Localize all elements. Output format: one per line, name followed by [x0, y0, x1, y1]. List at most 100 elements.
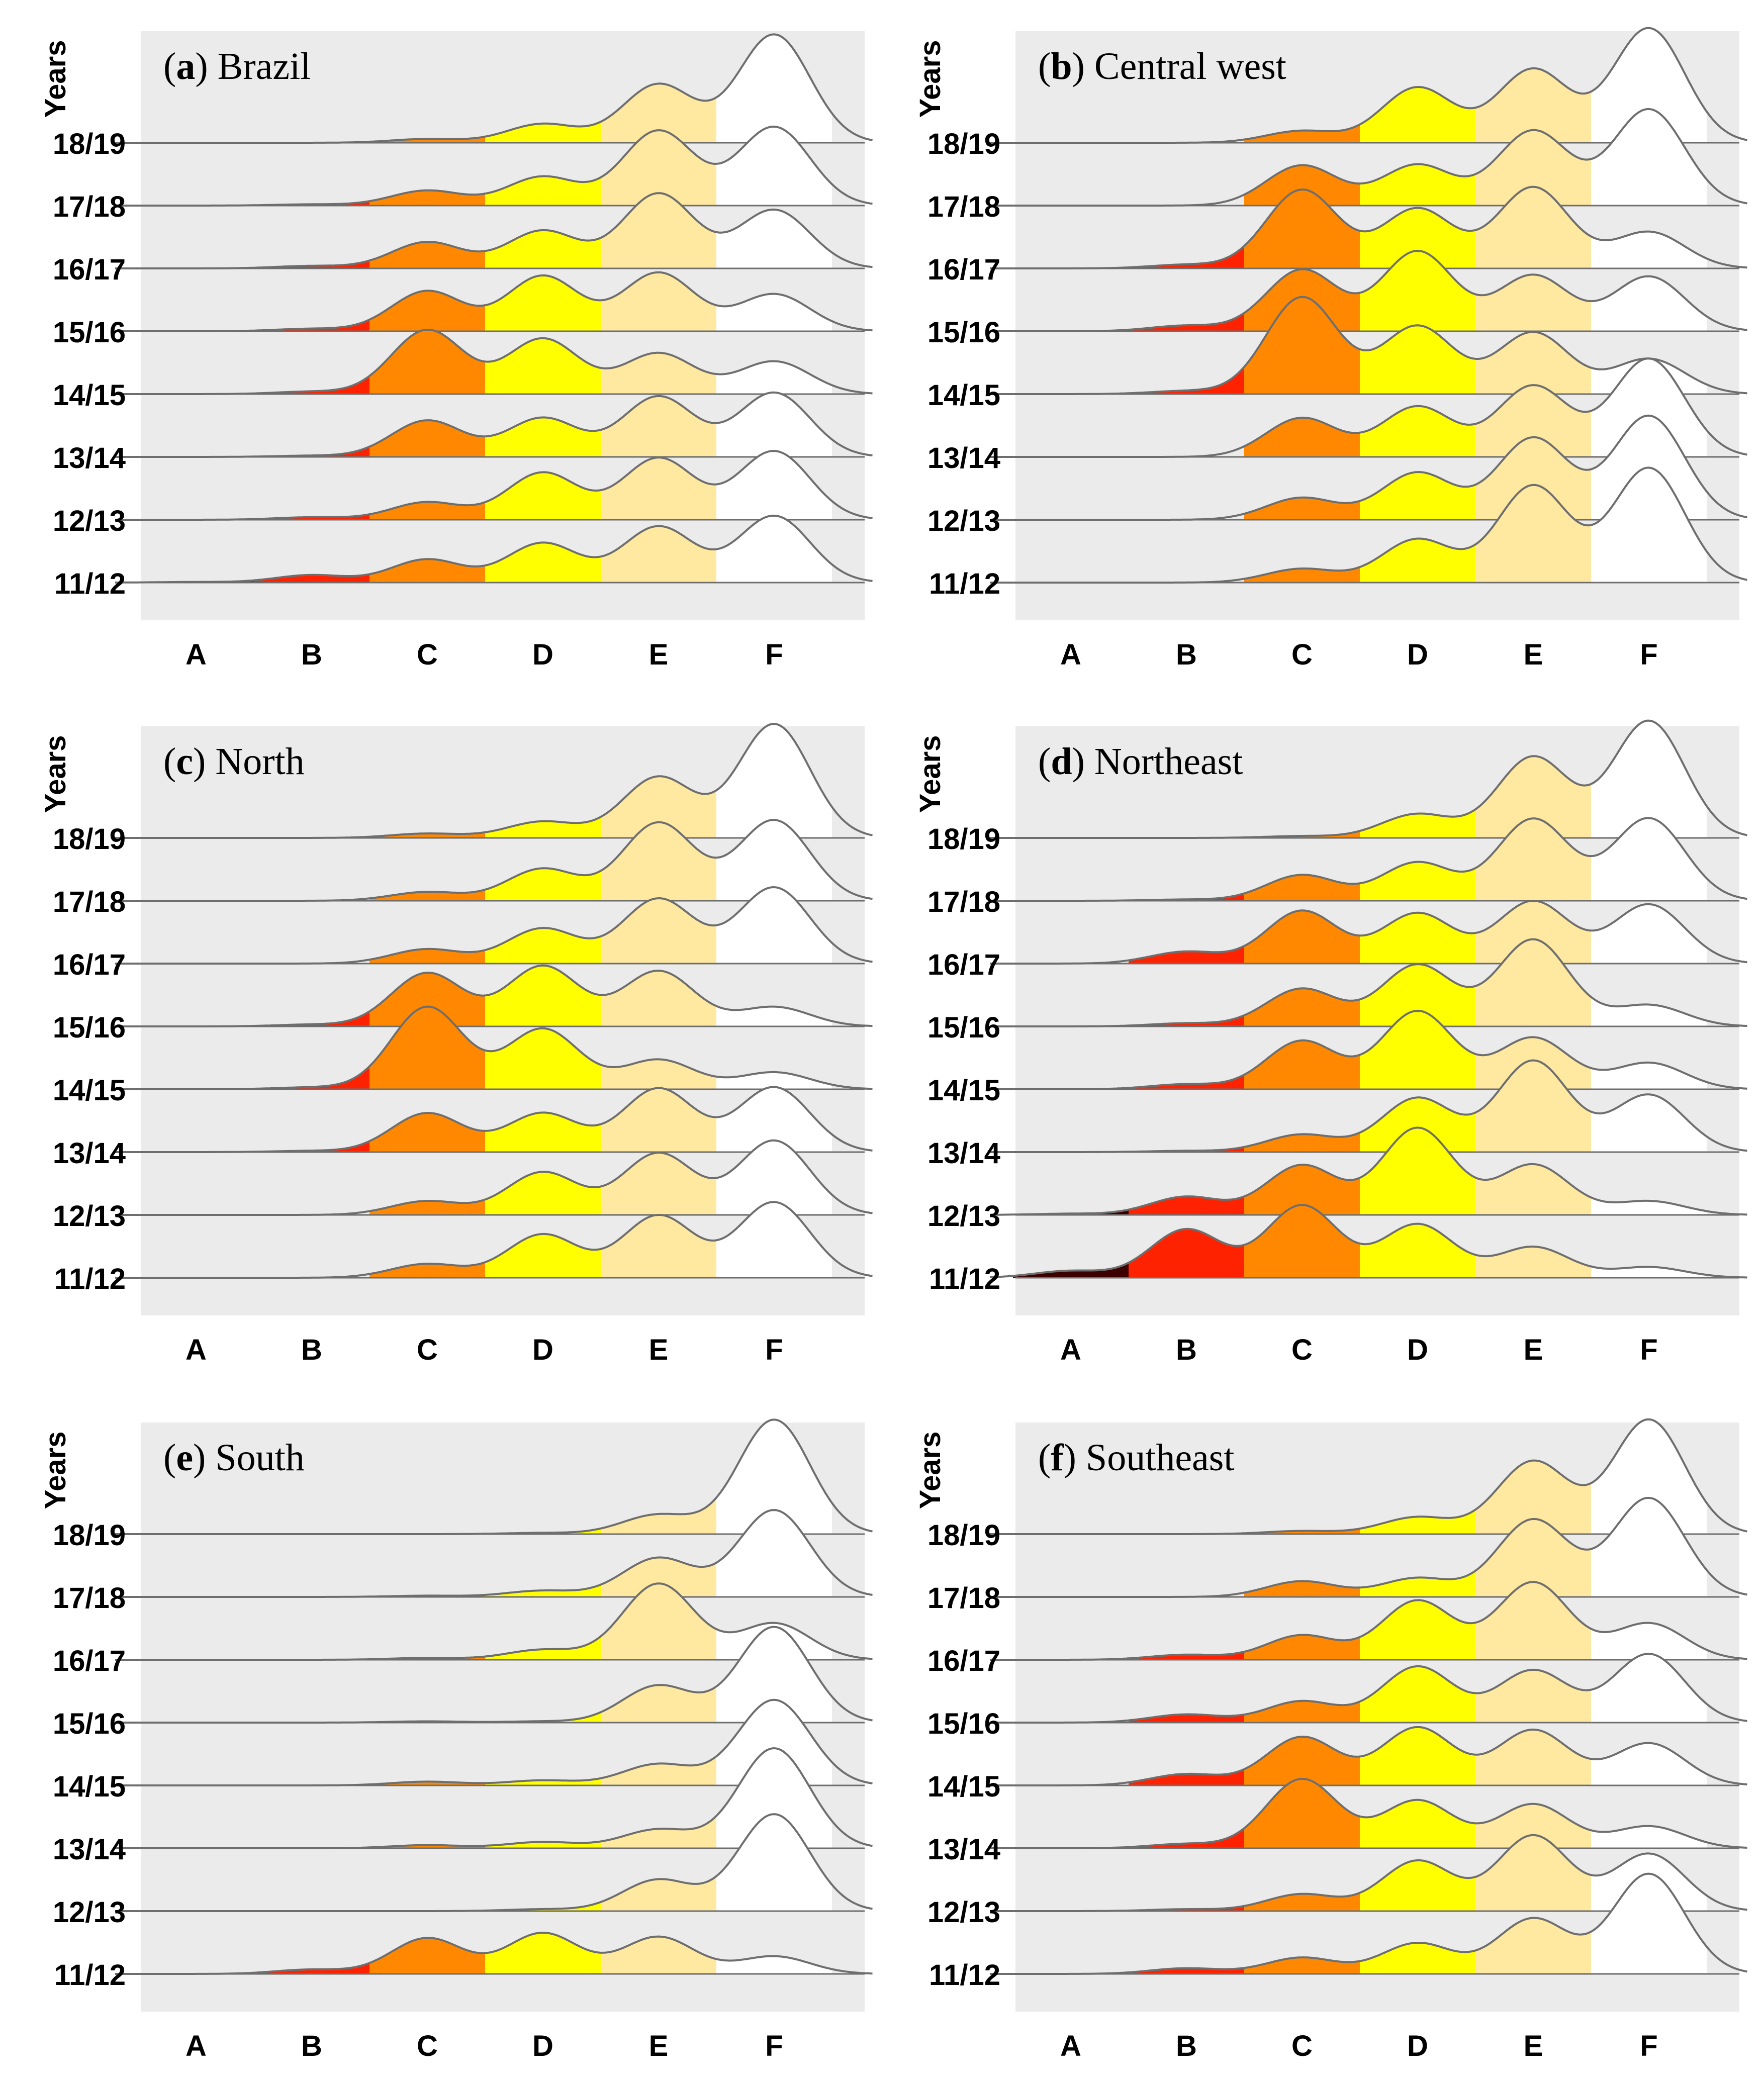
- category-label: A: [185, 638, 207, 671]
- year-label: 15/16: [53, 1708, 126, 1740]
- ridge-17-18: [115, 125, 873, 207]
- category-label: C: [1291, 638, 1313, 671]
- category-label: D: [532, 1334, 553, 1366]
- category-label: F: [765, 2030, 783, 2062]
- ridge-14-15: [115, 1005, 873, 1090]
- category-label: A: [1060, 638, 1081, 671]
- year-label: 11/12: [929, 567, 1000, 600]
- category-label: B: [301, 638, 322, 671]
- ridge-16-17: [990, 1581, 1747, 1661]
- year-label: 11/12: [54, 567, 126, 600]
- year-label: 18/19: [53, 128, 126, 160]
- ridge-fill-F: [716, 1510, 832, 1597]
- ridge-fill-D: [485, 928, 601, 964]
- category-label: B: [1176, 1334, 1197, 1366]
- panel-title: (e) South: [163, 1437, 305, 1479]
- y-axis-title: Years: [39, 735, 72, 813]
- ridge-fill-E: [601, 898, 716, 964]
- year-label: 18/19: [927, 1519, 1000, 1552]
- ridge-fill-B: [1129, 945, 1244, 964]
- ridge-fill-B: [1129, 313, 1244, 331]
- ridge-fill-F: [716, 361, 832, 394]
- ridge-fill-B: [254, 319, 369, 331]
- ridge-16-17: [115, 886, 873, 965]
- year-label: 15/16: [927, 1708, 1000, 1740]
- ridge-fill-D: [485, 472, 601, 520]
- category-label: B: [301, 2030, 322, 2062]
- year-label: 13/14: [927, 442, 1000, 475]
- year-label: 17/18: [53, 191, 126, 223]
- category-label: D: [532, 638, 553, 671]
- ridge-17-18: [115, 819, 873, 902]
- ridge-fill-E: [601, 1583, 716, 1660]
- category-label: E: [1524, 2030, 1543, 2062]
- category-label: F: [765, 638, 783, 671]
- ridge-fill-E: [601, 1557, 716, 1597]
- ridge-fill-E: [601, 1876, 716, 1911]
- ridge-fill-E: [1475, 1460, 1591, 1534]
- ridge-fill-F: [716, 209, 832, 268]
- ridge-fill-D: [1360, 538, 1475, 583]
- ridge-fill-D: [1360, 1943, 1475, 1974]
- ridge-outline: [989, 1204, 1747, 1279]
- ridge-15-16: [990, 249, 1747, 332]
- year-label: 14/15: [927, 1770, 1000, 1803]
- ridge-fill-C: [1244, 1165, 1360, 1215]
- category-label: F: [765, 1334, 783, 1366]
- panel-title: (f) Southeast: [1038, 1437, 1234, 1479]
- ridge-outline: [990, 1872, 1747, 1975]
- ridge-fill-D: [485, 230, 601, 268]
- year-label: 15/16: [927, 316, 1000, 349]
- ridge-fill-E: [1475, 1164, 1591, 1215]
- year-label: 16/17: [53, 949, 126, 981]
- year-label: 12/13: [53, 1896, 126, 1929]
- ridge-16-17: [990, 185, 1747, 269]
- ridge-fill-C: [369, 832, 485, 838]
- panel-title: (a) Brazil: [163, 45, 311, 87]
- year-label: 15/16: [53, 1011, 126, 1044]
- ridge-fill-C: [369, 559, 485, 583]
- ridge-fill-F: [716, 1087, 832, 1152]
- ridge-fill-E: [1475, 437, 1591, 520]
- ridge-fill-C: [369, 973, 485, 1026]
- ridge-fill-C: [369, 949, 485, 964]
- year-label: 13/14: [927, 1833, 1000, 1866]
- ridge-fill-F: [1591, 1094, 1707, 1152]
- year-label: 18/19: [53, 1519, 126, 1552]
- year-label: 11/12: [54, 1263, 126, 1295]
- ridge-fill-E: [1475, 1519, 1591, 1597]
- ridge-14-15: [115, 328, 873, 395]
- category-label: D: [1407, 2030, 1428, 2062]
- ridge-fill-F: [1591, 231, 1707, 268]
- category-label: B: [1176, 2030, 1197, 2062]
- ridge-fill-F: [1591, 1743, 1707, 1785]
- category-label: A: [185, 2030, 207, 2062]
- year-label: 12/13: [927, 1896, 1000, 1929]
- panel-b: 18/19 17/18 16/17 15/16 14/15 13/14 12/13 11/12…: [914, 27, 1747, 671]
- ridge-fill-F: [1591, 818, 1707, 901]
- year-label: 13/14: [53, 442, 126, 475]
- ridge-fill-C: [1244, 1635, 1360, 1660]
- ridge-11-12: [989, 1204, 1747, 1279]
- ridge-fill-F: [1591, 1197, 1707, 1215]
- ridge-fill-C: [1244, 1892, 1360, 1911]
- ridge-17-18: [990, 108, 1747, 207]
- ridge-fill-F: [716, 820, 832, 901]
- ridge-fill-D: [1360, 1127, 1475, 1215]
- category-label: E: [649, 638, 669, 671]
- ridge-17-18: [115, 1509, 873, 1598]
- year-label: 15/16: [53, 316, 126, 349]
- ridge-fill-F: [716, 294, 832, 331]
- category-label: E: [1524, 638, 1543, 671]
- ridge-fill-E: [601, 971, 716, 1026]
- year-label: 11/12: [929, 1263, 1000, 1295]
- category-label: C: [417, 1334, 438, 1366]
- y-axis-title: Years: [914, 1432, 947, 1509]
- ridge-fill-B: [1129, 1228, 1244, 1278]
- ridge-fill-D: [485, 1778, 601, 1785]
- ridge-18-19: [990, 27, 1747, 144]
- ridge-fill-F: [716, 1419, 832, 1534]
- ridge-fill-E: [1475, 332, 1591, 394]
- ridge-fill-E: [601, 1816, 716, 1848]
